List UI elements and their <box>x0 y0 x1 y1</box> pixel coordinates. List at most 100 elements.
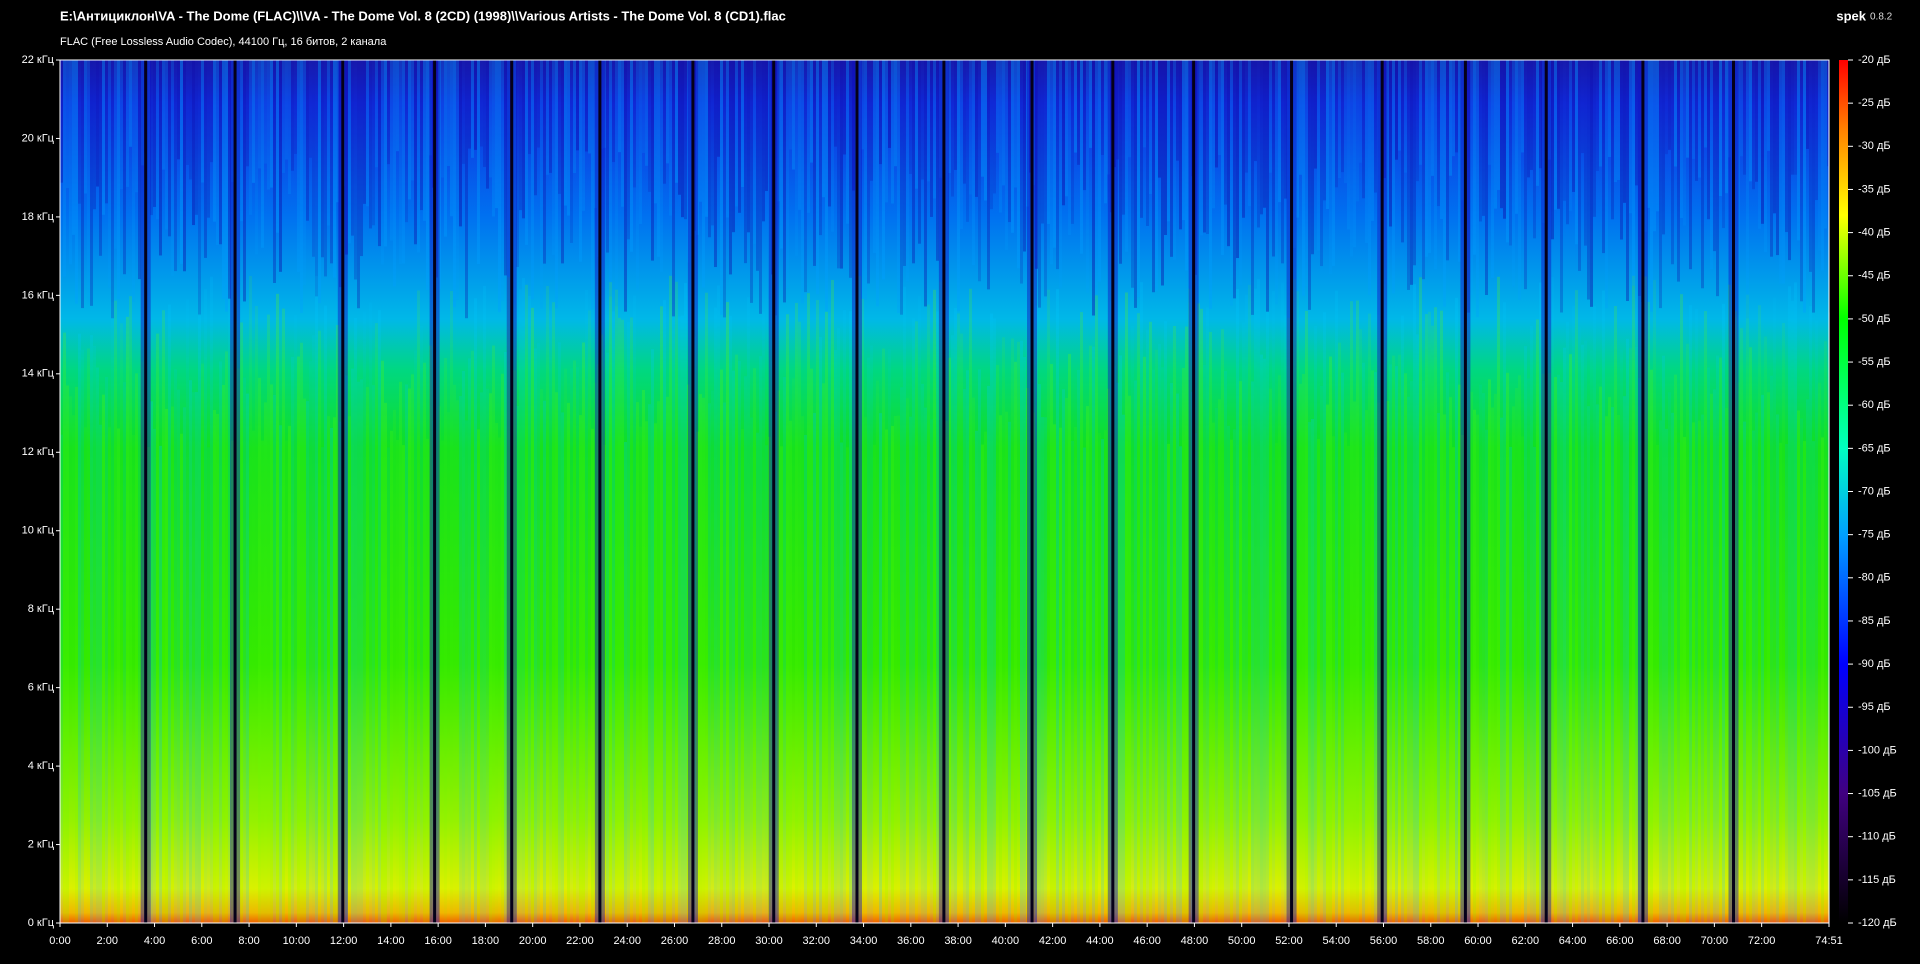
texture-stripe <box>1470 60 1473 295</box>
texture-stripe <box>1500 417 1503 923</box>
texture-stripe <box>1347 445 1350 923</box>
track-gap <box>942 60 946 923</box>
texture-stripe <box>1668 392 1671 923</box>
texture-stripe <box>1797 60 1800 241</box>
texture-stripe <box>1629 60 1632 214</box>
texture-stripe <box>1089 345 1092 923</box>
texture-stripe <box>639 60 642 225</box>
texture-stripe <box>603 444 606 923</box>
texture-stripe <box>453 384 456 923</box>
track-gap <box>144 60 148 923</box>
texture-stripe <box>1371 60 1374 221</box>
texture-stripe <box>960 60 963 230</box>
texture-stripe <box>1485 60 1488 295</box>
texture-stripe <box>291 60 294 171</box>
texture-stripe <box>1512 60 1515 287</box>
texture-stripe <box>1116 60 1119 160</box>
texture-stripe <box>1797 410 1800 923</box>
texture-stripe <box>1494 393 1497 923</box>
texture-stripe <box>258 60 261 169</box>
texture-stripe <box>873 60 876 253</box>
texture-stripe <box>1434 307 1437 923</box>
texture-stripe <box>1134 380 1137 923</box>
texture-stripe <box>1215 60 1218 168</box>
texture-stripe <box>753 368 756 923</box>
texture-stripe <box>786 314 789 923</box>
texture-stripe <box>405 384 408 923</box>
texture-stripe <box>357 60 360 309</box>
texture-stripe <box>957 60 960 312</box>
texture-stripe <box>126 316 129 924</box>
texture-stripe <box>1269 60 1272 173</box>
texture-stripe <box>1677 442 1680 923</box>
texture-stripe <box>939 60 942 178</box>
texture-stripe <box>678 60 681 195</box>
texture-stripe <box>1107 60 1110 175</box>
texture-stripe <box>399 381 402 924</box>
texture-stripe <box>777 390 780 924</box>
texture-stripe <box>852 60 855 191</box>
texture-stripe <box>1518 375 1521 923</box>
texture-stripe <box>558 60 561 194</box>
texture-stripe <box>846 447 849 923</box>
texture-stripe <box>366 386 369 924</box>
texture-stripe <box>1719 357 1722 923</box>
texture-stripe <box>1299 383 1302 923</box>
texture-stripe <box>1041 417 1044 923</box>
texture-stripe <box>897 60 900 313</box>
texture-stripe <box>1158 60 1161 178</box>
texture-stripe <box>1548 60 1551 160</box>
texture-stripe <box>564 368 567 923</box>
texture-stripe <box>387 60 390 165</box>
texture-stripe <box>1101 439 1104 923</box>
texture-stripe <box>1362 60 1365 199</box>
texture-stripe <box>264 402 267 923</box>
texture-stripe <box>1689 60 1692 270</box>
texture-stripe <box>1743 60 1746 175</box>
texture-stripe <box>804 60 807 293</box>
texture-stripe <box>1671 412 1674 923</box>
texture-stripe <box>1011 60 1014 233</box>
texture-stripe <box>345 60 348 255</box>
texture-stripe <box>1206 60 1209 235</box>
texture-stripe <box>951 60 954 197</box>
texture-stripe <box>1659 60 1662 309</box>
texture-stripe <box>213 60 216 222</box>
texture-stripe <box>1008 421 1011 923</box>
texture-stripe <box>285 60 288 160</box>
texture-stripe <box>1176 60 1179 161</box>
texture-stripe <box>1053 60 1056 248</box>
texture-stripe <box>1785 444 1788 923</box>
texture-stripe <box>468 60 471 149</box>
texture-stripe <box>66 60 69 189</box>
texture-stripe <box>1503 60 1506 219</box>
texture-stripe <box>753 60 756 244</box>
texture-stripe <box>1176 393 1179 923</box>
texture-stripe <box>414 350 417 924</box>
texture-stripe <box>999 415 1002 923</box>
texture-stripe <box>786 60 789 289</box>
texture-stripe <box>606 352 609 923</box>
texture-stripe <box>939 281 942 924</box>
texture-stripe <box>252 60 255 183</box>
texture-stripe <box>1101 60 1104 155</box>
texture-stripe <box>573 360 576 923</box>
texture-stripe <box>903 286 906 924</box>
texture-stripe <box>1140 282 1143 923</box>
texture-stripe <box>255 60 258 255</box>
track-gap <box>433 60 437 923</box>
y-tick-label: 8 кГц <box>28 603 55 615</box>
texture-stripe <box>1791 60 1794 175</box>
texture-stripe <box>555 392 558 923</box>
texture-stripe <box>1767 392 1770 923</box>
level-tick-label: -20 дБ <box>1858 54 1891 66</box>
texture-stripe <box>324 305 327 923</box>
texture-stripe <box>1182 367 1185 923</box>
texture-stripe <box>1107 388 1110 923</box>
texture-stripe <box>1356 60 1359 202</box>
texture-stripe <box>585 289 588 923</box>
texture-stripe <box>1281 282 1284 923</box>
texture-stripe <box>945 60 948 264</box>
texture-stripe <box>1551 60 1554 240</box>
texture-stripe <box>810 368 813 923</box>
